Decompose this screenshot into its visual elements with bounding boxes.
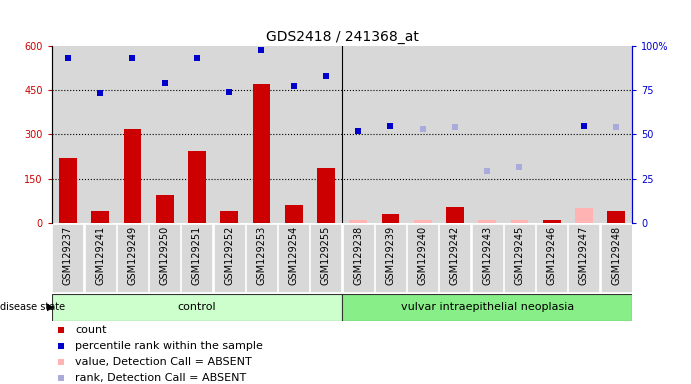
Text: GSM129252: GSM129252	[224, 225, 234, 285]
Bar	[285, 205, 303, 223]
Text: rank, Detection Call = ABSENT: rank, Detection Call = ABSENT	[75, 372, 246, 383]
Bar	[542, 220, 560, 223]
Bar	[511, 220, 528, 223]
Bar	[252, 84, 270, 223]
Text: value, Detection Call = ABSENT: value, Detection Call = ABSENT	[75, 357, 252, 367]
Bar	[155, 195, 173, 223]
Bar	[536, 46, 568, 223]
Bar	[59, 158, 77, 223]
Text: GSM129237: GSM129237	[63, 225, 73, 285]
FancyBboxPatch shape	[149, 224, 180, 292]
Bar	[116, 46, 149, 223]
Text: GSM129255: GSM129255	[321, 225, 331, 285]
Bar	[181, 46, 213, 223]
FancyBboxPatch shape	[504, 224, 535, 292]
Text: GSM129248: GSM129248	[611, 225, 621, 285]
FancyBboxPatch shape	[375, 224, 406, 292]
Bar	[375, 46, 406, 223]
Bar	[478, 220, 496, 223]
Text: GSM129253: GSM129253	[256, 225, 267, 285]
FancyBboxPatch shape	[342, 294, 632, 321]
FancyBboxPatch shape	[600, 224, 632, 292]
Text: count: count	[75, 325, 106, 335]
Bar	[503, 46, 536, 223]
Bar	[406, 46, 439, 223]
Bar	[446, 207, 464, 223]
Bar	[84, 46, 116, 223]
Bar	[600, 46, 632, 223]
Text: vulvar intraepithelial neoplasia: vulvar intraepithelial neoplasia	[401, 302, 574, 312]
Bar	[149, 46, 181, 223]
FancyBboxPatch shape	[85, 224, 115, 292]
Text: GSM129242: GSM129242	[450, 225, 460, 285]
Text: ▶: ▶	[47, 302, 55, 312]
Text: GSM129245: GSM129245	[514, 225, 524, 285]
Text: disease state: disease state	[0, 302, 65, 312]
FancyBboxPatch shape	[214, 224, 245, 292]
Text: control: control	[178, 302, 216, 312]
Bar	[414, 220, 431, 223]
Bar	[317, 168, 334, 223]
Bar	[575, 208, 593, 223]
Text: GSM129249: GSM129249	[127, 225, 138, 285]
Bar	[188, 151, 206, 223]
FancyBboxPatch shape	[472, 224, 502, 292]
Bar	[471, 46, 503, 223]
FancyBboxPatch shape	[439, 224, 471, 292]
Bar	[349, 220, 367, 223]
Text: GSM129241: GSM129241	[95, 225, 105, 285]
FancyBboxPatch shape	[343, 224, 374, 292]
Bar	[213, 46, 245, 223]
Text: GSM129251: GSM129251	[192, 225, 202, 285]
FancyBboxPatch shape	[278, 224, 309, 292]
FancyBboxPatch shape	[53, 224, 84, 292]
FancyBboxPatch shape	[117, 224, 148, 292]
Bar	[568, 46, 600, 223]
FancyBboxPatch shape	[569, 224, 599, 292]
FancyBboxPatch shape	[246, 224, 277, 292]
Text: GSM129254: GSM129254	[289, 225, 299, 285]
Bar	[310, 46, 342, 223]
Text: GSM129240: GSM129240	[417, 225, 428, 285]
Text: GSM129246: GSM129246	[547, 225, 557, 285]
FancyBboxPatch shape	[407, 224, 438, 292]
FancyBboxPatch shape	[52, 294, 342, 321]
Text: GSM129238: GSM129238	[353, 225, 363, 285]
Text: GSM129247: GSM129247	[579, 225, 589, 285]
Bar	[124, 129, 141, 223]
Text: GSM129243: GSM129243	[482, 225, 492, 285]
Bar	[278, 46, 310, 223]
Bar	[220, 211, 238, 223]
Bar	[52, 46, 84, 223]
FancyBboxPatch shape	[182, 224, 212, 292]
Title: GDS2418 / 241368_at: GDS2418 / 241368_at	[265, 30, 419, 44]
Bar	[381, 214, 399, 223]
Text: GSM129250: GSM129250	[160, 225, 170, 285]
Text: GSM129239: GSM129239	[386, 225, 395, 285]
Bar	[439, 46, 471, 223]
Bar	[607, 211, 625, 223]
FancyBboxPatch shape	[536, 224, 567, 292]
Text: percentile rank within the sample: percentile rank within the sample	[75, 341, 263, 351]
Bar	[245, 46, 278, 223]
Bar	[91, 211, 109, 223]
Bar	[342, 46, 375, 223]
FancyBboxPatch shape	[310, 224, 341, 292]
